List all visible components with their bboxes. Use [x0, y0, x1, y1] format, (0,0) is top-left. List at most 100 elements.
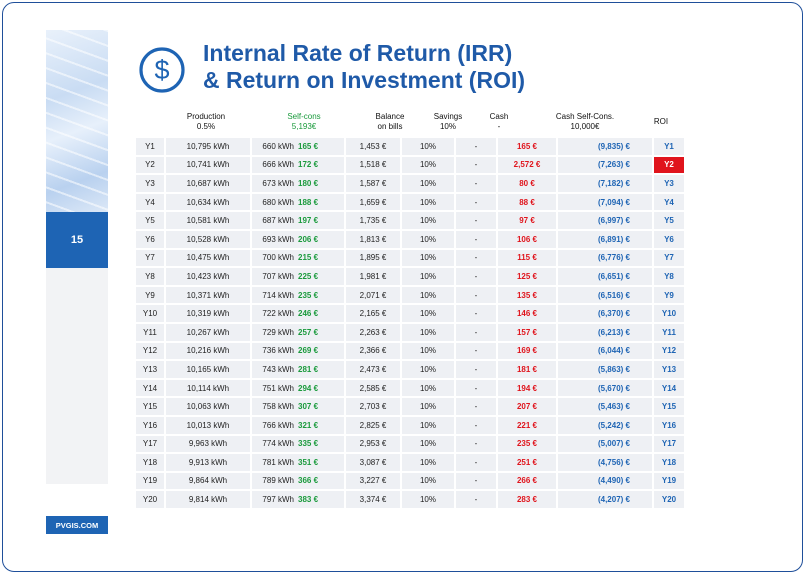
header-cashself-line1: Cash Self-Cons.	[555, 112, 615, 121]
selfcons-cell: 729 kWh 257 €	[252, 323, 344, 341]
selfcons-eur: 351 €	[298, 457, 319, 467]
roi-cell: Y4	[654, 193, 684, 211]
cash-selfcons-cell: 207 €	[498, 398, 556, 415]
roi-cell: Y9	[654, 286, 684, 304]
selfcons-eur: 321 €	[298, 420, 319, 430]
roi-cell: Y5	[654, 212, 684, 229]
header-selfcons: Self-cons 5,193€	[284, 112, 324, 132]
cash-cell: -	[456, 249, 496, 267]
selfcons-eur: 215 €	[298, 253, 319, 263]
selfcons-cell: 687 kWh 197 €	[252, 212, 344, 229]
savings-cell: 10%	[402, 305, 454, 322]
cash-cell: -	[456, 212, 496, 229]
selfcons-kwh: 743 kWh	[262, 364, 294, 374]
selfcons-kwh: 736 kWh	[262, 346, 294, 356]
savings-cell: 10%	[402, 491, 454, 508]
cash-cell: -	[456, 175, 496, 192]
title-line-2: & Return on Investment (ROI)	[203, 67, 526, 93]
cash-selfcons-cumulative-cell: (5,463) €	[558, 398, 652, 415]
selfcons-cell: 751 kWh 294 €	[252, 379, 344, 397]
selfcons-eur: 180 €	[298, 178, 319, 188]
selfcons-kwh: 751 kWh	[262, 383, 294, 393]
cash-selfcons-cumulative-cell: (6,651) €	[558, 268, 652, 285]
table-row: Y1 10,795 kWh 660 kWh 165 €1,453 €10% -165 €…	[136, 138, 684, 155]
year-cell: Y14	[136, 379, 164, 397]
year-cell: Y6	[136, 230, 164, 248]
production-cell: 10,114 kWh	[166, 379, 250, 397]
selfcons-kwh: 797 kWh	[262, 495, 294, 505]
cash-selfcons-cell: 88 €	[498, 193, 556, 211]
roi-cell: Y3	[654, 175, 684, 192]
selfcons-cell: 700 kWh 215 €	[252, 249, 344, 267]
table-row: Y8 10,423 kWh 707 kWh 225 €1,981 €10% -125 €…	[136, 268, 684, 285]
savings-cell: 10%	[402, 249, 454, 267]
cash-selfcons-cumulative-cell: (7,182) €	[558, 175, 652, 192]
selfcons-cell: 666 kWh 172 €	[252, 156, 344, 174]
header-savings-line2: 10%	[439, 122, 456, 131]
production-cell: 10,063 kWh	[166, 398, 250, 415]
selfcons-cell: 789 kWh 366 €	[252, 472, 344, 490]
selfcons-kwh: 687 kWh	[262, 216, 294, 226]
production-cell: 10,423 kWh	[166, 268, 250, 285]
selfcons-cell: 766 kWh 321 €	[252, 416, 344, 434]
selfcons-cell: 722 kWh 246 €	[252, 305, 344, 322]
cash-selfcons-cumulative-cell: (5,242) €	[558, 416, 652, 434]
side-panel	[46, 268, 108, 484]
cash-selfcons-cumulative-cell: (4,756) €	[558, 454, 652, 471]
production-cell: 10,634 kWh	[166, 193, 250, 211]
cash-selfcons-cumulative-cell: (7,094) €	[558, 193, 652, 211]
cash-cell: -	[456, 416, 496, 434]
year-cell: Y5	[136, 212, 164, 229]
production-cell: 10,581 kWh	[166, 212, 250, 229]
header-production-line2: 0.5%	[196, 122, 216, 131]
balance-cell: 2,703 €	[346, 398, 400, 415]
selfcons-kwh: 774 kWh	[262, 439, 294, 449]
selfcons-kwh: 714 kWh	[262, 290, 294, 300]
page-title: Internal Rate of Return (IRR) & Return o…	[203, 40, 525, 94]
table-row: Y10 10,319 kWh 722 kWh 246 €2,165 €10% -146 …	[136, 305, 684, 322]
year-cell: Y12	[136, 342, 164, 360]
selfcons-eur: 165 €	[298, 141, 319, 151]
table-row: Y16 10,013 kWh 766 kWh 321 €2,825 €10% -221 …	[136, 416, 684, 434]
selfcons-cell: 714 kWh 235 €	[252, 286, 344, 304]
table-row: Y9 10,371 kWh 714 kWh 235 €2,071 €10% -135 €…	[136, 286, 684, 304]
selfcons-eur: 383 €	[298, 495, 319, 505]
year-cell: Y18	[136, 454, 164, 471]
savings-cell: 10%	[402, 342, 454, 360]
header-savings-line1: Savings	[433, 112, 463, 121]
savings-cell: 10%	[402, 361, 454, 378]
cash-selfcons-cell: 97 €	[498, 212, 556, 229]
cash-selfcons-cumulative-cell: (7,263) €	[558, 156, 652, 174]
table-row: Y18 9,913 kWh 781 kWh 351 €3,087 €10% -251 €…	[136, 454, 684, 471]
savings-cell: 10%	[402, 323, 454, 341]
selfcons-kwh: 680 kWh	[262, 197, 294, 207]
cash-selfcons-cumulative-cell: (6,213) €	[558, 323, 652, 341]
production-cell: 10,371 kWh	[166, 286, 250, 304]
production-cell: 10,528 kWh	[166, 230, 250, 248]
production-cell: 10,216 kWh	[166, 342, 250, 360]
selfcons-cell: 707 kWh 225 €	[252, 268, 344, 285]
cash-selfcons-cell: 165 €	[498, 138, 556, 155]
selfcons-eur: 257 €	[298, 327, 319, 337]
table-row: Y5 10,581 kWh 687 kWh 197 €1,735 €10% -97 €(…	[136, 212, 684, 229]
table-row: Y7 10,475 kWh 700 kWh 215 €1,895 €10% -115 €…	[136, 249, 684, 267]
cash-selfcons-cell: 80 €	[498, 175, 556, 192]
production-cell: 10,475 kWh	[166, 249, 250, 267]
page-number: 15	[46, 212, 108, 268]
table-row: Y19 9,864 kWh 789 kWh 366 €3,227 €10% -266 €…	[136, 472, 684, 490]
selfcons-eur: 269 €	[298, 346, 319, 356]
balance-cell: 1,895 €	[346, 249, 400, 267]
header-savings: Savings 10%	[428, 112, 468, 132]
savings-cell: 10%	[402, 398, 454, 415]
cash-selfcons-cell: 251 €	[498, 454, 556, 471]
cash-selfcons-cell: 283 €	[498, 491, 556, 508]
selfcons-kwh: 758 kWh	[262, 402, 294, 412]
year-cell: Y7	[136, 249, 164, 267]
header-cash: Cash -	[484, 112, 514, 132]
title-line-1: Internal Rate of Return (IRR)	[203, 40, 513, 66]
header-selfcons-line2: 5,193€	[291, 122, 317, 131]
balance-cell: 2,473 €	[346, 361, 400, 378]
cash-cell: -	[456, 193, 496, 211]
cash-cell: -	[456, 342, 496, 360]
selfcons-eur: 294 €	[298, 383, 319, 393]
